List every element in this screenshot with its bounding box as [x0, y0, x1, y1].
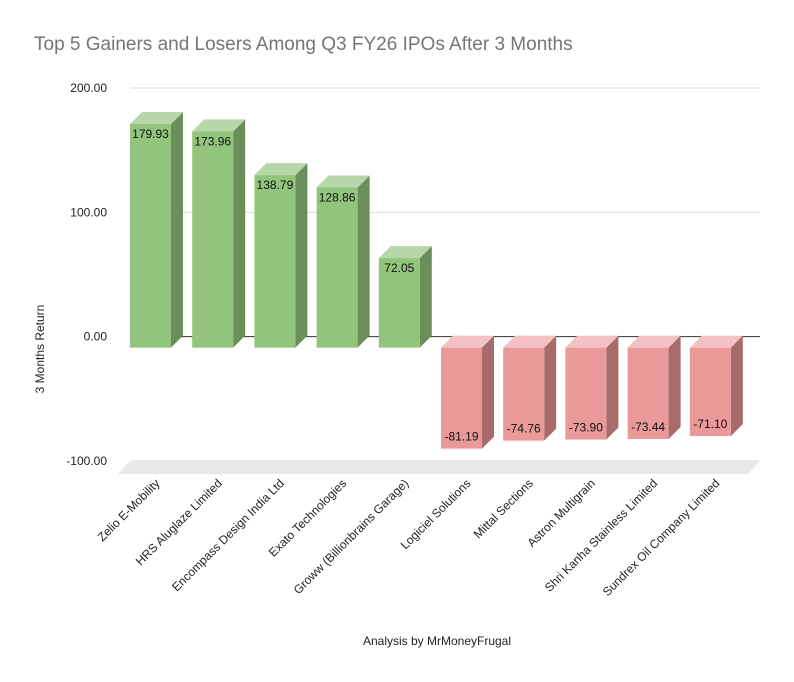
bar-front	[565, 347, 607, 440]
bar-top	[378, 246, 432, 259]
data-label: 173.96	[194, 134, 231, 148]
bar-front	[378, 258, 420, 348]
bar-top	[316, 175, 370, 188]
bar-side	[357, 175, 370, 348]
bars	[130, 111, 743, 449]
data-label: 128.86	[319, 190, 356, 204]
bar-top	[503, 335, 557, 348]
data-label: 72.05	[384, 261, 414, 275]
y-tick-label: 200.00	[70, 81, 107, 95]
bar	[689, 335, 743, 437]
bar-top	[130, 111, 183, 124]
data-label: -74.76	[507, 422, 541, 436]
bar-front	[627, 347, 669, 439]
category-label: Sundrex Oil Company Limited	[600, 476, 723, 599]
bar-side	[295, 163, 308, 348]
data-label: -71.10	[693, 417, 727, 431]
data-label: -81.19	[444, 430, 478, 444]
y-axis-title: 3 Months Return	[33, 305, 47, 394]
data-label: 179.93	[132, 127, 169, 141]
bar-front	[441, 347, 482, 449]
bar-side	[606, 335, 619, 440]
bar-side	[171, 111, 183, 348]
x-axis-title: Analysis by MrMoneyFrugal	[363, 634, 511, 648]
bar	[565, 335, 619, 440]
bar-front	[689, 347, 731, 437]
bar-side	[544, 335, 557, 441]
bar	[316, 175, 370, 348]
bar-top	[627, 335, 681, 348]
category-label: Encompass Design India Ltd	[169, 476, 287, 594]
data-label: -73.44	[631, 420, 665, 434]
bar	[378, 246, 432, 348]
bar-side	[233, 119, 246, 348]
bar-side	[419, 246, 432, 348]
bar	[130, 111, 183, 348]
bar	[627, 335, 681, 439]
data-label: -73.90	[569, 421, 603, 435]
bar	[254, 163, 308, 348]
bar-side	[668, 335, 681, 439]
bar-front	[254, 175, 296, 348]
bar-top	[689, 335, 743, 348]
bar	[441, 335, 494, 449]
category-label: Mittal Sections	[471, 476, 536, 541]
floor-plane	[118, 461, 760, 474]
category-label: Groww (Billionbrains Garage)	[291, 476, 412, 597]
bar-side	[730, 335, 743, 437]
bar-side	[482, 335, 494, 449]
y-tick-label: 0.00	[84, 330, 108, 344]
y-tick-label: -100.00	[66, 454, 107, 468]
chart-title: Top 5 Gainers and Losers Among Q3 FY26 I…	[34, 34, 573, 55]
bar	[503, 335, 557, 441]
bar-top	[254, 163, 308, 176]
bar-top	[441, 335, 494, 348]
bar	[192, 119, 246, 348]
bar-front	[503, 347, 545, 441]
bar-top	[192, 119, 246, 132]
bar-top	[565, 335, 619, 348]
category-label: Zelio E-Mobility	[95, 476, 163, 544]
y-axis-ticks: 200.00 100.00 0.00 -100.00	[66, 81, 107, 468]
y-tick-label: 100.00	[70, 205, 107, 219]
bar-front	[316, 187, 358, 348]
bar-front	[130, 123, 171, 348]
data-label: 138.79	[257, 178, 294, 192]
bar-front	[192, 131, 234, 348]
chart-floor	[118, 461, 760, 474]
data-labels: 179.93 173.96 138.79 128.86 72.05 -81.19 -74.7…	[132, 127, 727, 444]
category-label: Shri Kanha Stainless Limited	[542, 476, 660, 594]
